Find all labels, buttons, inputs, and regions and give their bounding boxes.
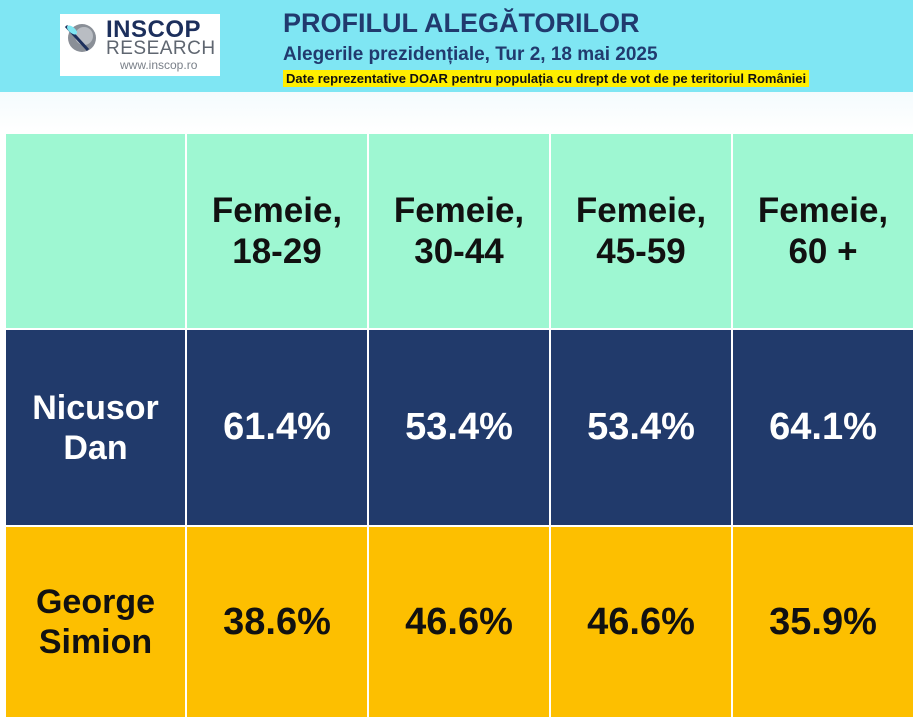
- value-cell: 46.6%: [367, 525, 551, 719]
- table-row: Nicusor Dan 61.4% 53.4% 53.4% 64.1%: [4, 328, 913, 527]
- row-label: Nicusor Dan: [4, 328, 187, 527]
- value-cell: 53.4%: [549, 328, 733, 527]
- column-header: Femeie, 18-29: [185, 132, 369, 330]
- table-header-row: Femeie, 18-29 Femeie, 30-44 Femeie, 45-59 F…: [4, 132, 913, 330]
- logo-name: INSCOP: [106, 16, 202, 43]
- value-cell: 35.9%: [731, 525, 913, 719]
- header-bar: INSCOP RESEARCH www.inscop.ro PROFILUL A…: [0, 0, 913, 92]
- logo-url: www.inscop.ro: [120, 58, 198, 72]
- header-fade: [0, 92, 913, 132]
- corner-cell: [4, 132, 187, 330]
- inscop-logo: INSCOP RESEARCH www.inscop.ro: [60, 14, 220, 76]
- page-title: PROFILUL ALEGĂTORILOR: [283, 8, 640, 38]
- table-row: George Simion 38.6% 46.6% 46.6% 35.9%: [4, 525, 913, 719]
- value-cell: 38.6%: [185, 525, 369, 719]
- value-cell: 46.6%: [549, 525, 733, 719]
- page-subtitle: Alegerile prezidențiale, Tur 2, 18 mai 2…: [283, 44, 658, 65]
- representativity-note: Date reprezentative DOAR pentru populați…: [283, 70, 810, 87]
- results-table: Femeie, 18-29 Femeie, 30-44 Femeie, 45-59 F…: [4, 132, 913, 719]
- inscop-logo-icon: [64, 24, 96, 52]
- column-header: Femeie, 45-59: [549, 132, 733, 330]
- value-cell: 64.1%: [731, 328, 913, 527]
- column-header: Femeie, 30-44: [367, 132, 551, 330]
- value-cell: 61.4%: [185, 328, 369, 527]
- row-label: George Simion: [4, 525, 187, 719]
- logo-research: RESEARCH: [106, 38, 216, 59]
- value-cell: 53.4%: [367, 328, 551, 527]
- column-header: Femeie, 60 +: [731, 132, 913, 330]
